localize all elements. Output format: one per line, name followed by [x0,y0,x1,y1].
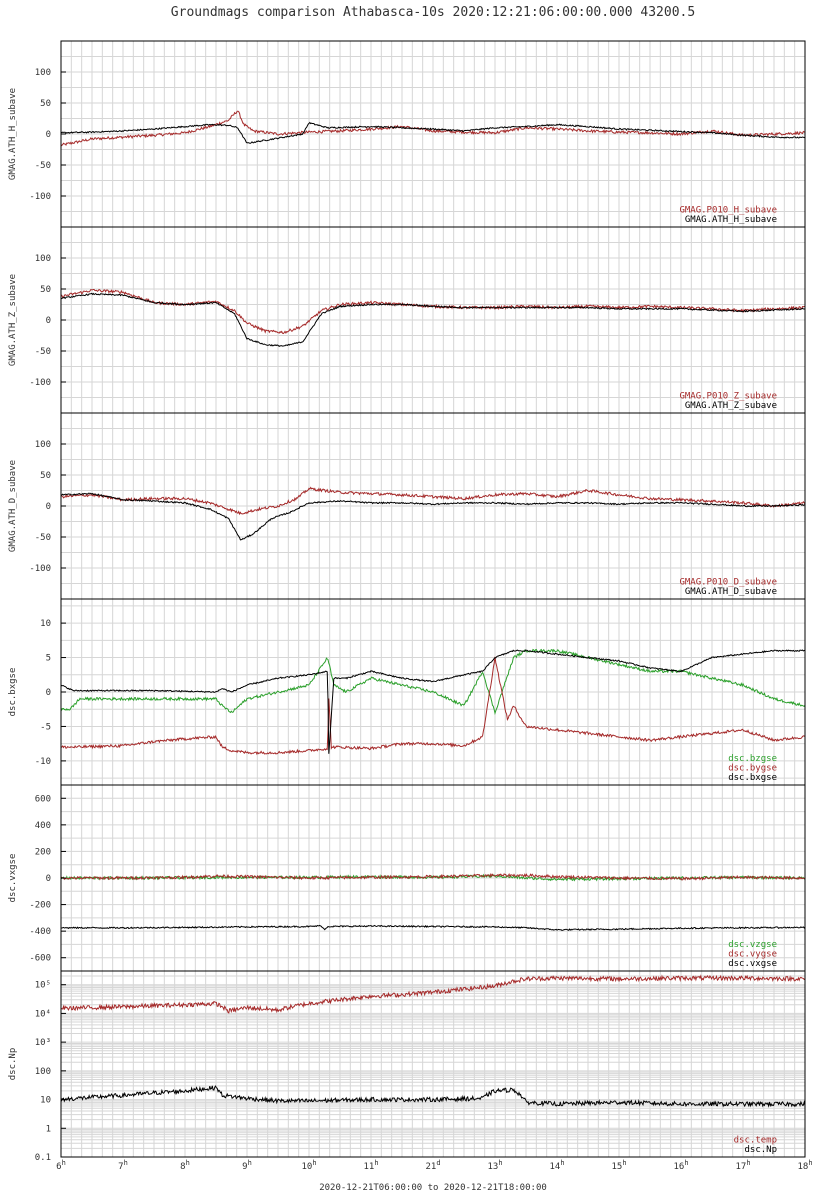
series-line-gmag-p010-z-subave [61,289,806,335]
y-tick-label: 0 [46,130,51,140]
y-tick-label: 100 [35,254,51,264]
legend-entry: GMAG.P010_H_subave [679,206,777,216]
series-line-gmag-p010-h-subave [60,110,806,147]
y-axis-label: GMAG.ATH_Z_subave [8,274,18,366]
x-tick-label: 14h [549,1159,564,1172]
y-tick-label: 0 [46,316,51,326]
y-tick-label: 0.1 [35,1153,51,1163]
y-tick-label: -5 [40,722,51,732]
series-line-dsc-np [60,1085,806,1108]
y-tick-label: -50 [35,347,51,357]
legend-entry: GMAG.P010_Z_subave [679,392,777,402]
legend-entry: dsc.Np [744,1145,777,1155]
y-tick-label: 10⁵ [35,981,51,991]
y-tick-label: -200 [29,901,51,911]
x-axis-label: 2020-12-21T06:00:00 to 2020-12-21T18:00:… [319,1183,547,1193]
legend-entry: dsc.vygse [728,950,777,960]
y-tick-label: 400 [35,821,51,831]
series-line-dsc-bxgse [60,649,806,754]
y-tick-label: 100 [35,1067,51,1077]
legend-entry: GMAG.P010_D_subave [679,578,777,588]
y-tick-label: -100 [29,378,51,388]
x-tick-label: 10h [301,1159,316,1172]
panel-2: -100-50050100GMAG.ATH_Z_subaveGMAG.P010_… [8,226,806,414]
legend-entry: GMAG.ATH_D_subave [685,587,777,597]
x-tick-label: 16h [673,1159,688,1172]
x-tick-label: 7h [118,1159,128,1172]
y-axis-label: dsc.bxgse [8,668,18,717]
series-line-dsc-bygse [60,656,806,756]
legend-entry: dsc.vxgse [728,959,777,969]
series-line-gmag-ath-h-subave [60,121,806,144]
y-tick-label: 0 [46,502,51,512]
x-tick-label: 8h [180,1159,190,1172]
legend-entry: dsc.bxgse [728,773,777,783]
series-line-gmag-ath-d-subave [61,492,806,541]
x-tick-label: 11h [363,1159,378,1172]
panel-frame [60,970,806,1158]
y-axis-label: dsc.vxgse [8,854,18,903]
y-tick-label: -100 [29,192,51,202]
y-tick-label: 100 [35,68,51,78]
y-tick-label: 600 [35,794,51,804]
series-line-dsc-temp [60,974,806,1014]
legend-entry: dsc.vzgse [728,940,777,950]
y-tick-label: 50 [40,471,51,481]
x-tick-label: 15h [611,1159,626,1172]
y-tick-label: 10 [40,619,51,629]
x-tick-label: 9h [242,1159,252,1172]
legend-entry: dsc.bzgse [728,754,777,764]
legend-entry: GMAG.ATH_H_subave [685,215,777,225]
y-tick-label: 0 [46,688,51,698]
x-axis: 6h 7h 8h 9h 10h 11h 21d 13h 14h 15h 16h 17h 18h [56,1159,812,1172]
y-tick-label: -50 [35,533,51,543]
y-axis-label: GMAG.ATH_D_subave [8,460,18,552]
y-tick-label: -50 [35,161,51,171]
y-tick-label: -100 [29,564,51,574]
x-tick-label: 18h [797,1159,812,1172]
legend-entry: dsc.temp [734,1136,777,1146]
y-tick-label: -400 [29,927,51,937]
y-tick-label: 5 [46,654,51,664]
panel-4: -10-50510dsc.bxgsedsc.bzgsedsc.bygsedsc.… [8,598,806,786]
panel-3: -100-50050100GMAG.ATH_D_subaveGMAG.P010_… [8,412,806,600]
y-tick-label: 50 [40,285,51,295]
y-tick-label: -10 [35,757,51,767]
legend-entry: dsc.bygse [728,764,777,774]
series-line-gmag-ath-z-subave [60,292,806,348]
x-tick-label: 13h [487,1159,502,1172]
y-tick-label: -600 [29,954,51,964]
series-line-dsc-vygse [60,872,806,881]
x-tick-label: 17h [735,1159,750,1172]
y-tick-label: 50 [40,99,51,109]
y-tick-label: 0 [46,874,51,884]
y-tick-label: 200 [35,847,51,857]
chart-title: Groundmags comparison Athabasca-10s 2020… [171,5,695,20]
y-axis-label: dsc.Np [8,1048,18,1081]
panels: -100-50050100GMAG.ATH_H_subaveGMAG.P010_… [8,40,806,1163]
legend-entry: GMAG.ATH_Z_subave [685,401,777,411]
y-tick-label: 10⁴ [35,1009,51,1019]
panel-1: -100-50050100GMAG.ATH_H_subaveGMAG.P010_… [8,40,806,228]
x-tick-label: 21d [425,1159,440,1172]
y-tick-label: 10³ [35,1038,51,1048]
series-line-gmag-p010-d-subave [60,486,806,516]
series-line-dsc-vxgse [60,924,806,931]
y-axis-label: GMAG.ATH_H_subave [8,88,18,180]
y-tick-label: 1 [46,1124,51,1134]
y-tick-label: 10 [40,1096,51,1106]
panel-5: -600 -400 -200 0 200 400 600 dsc.vxgse dsc.vzgse… [8,784,806,972]
y-tick-label: 100 [35,440,51,450]
x-tick-label: 6h [56,1159,66,1172]
